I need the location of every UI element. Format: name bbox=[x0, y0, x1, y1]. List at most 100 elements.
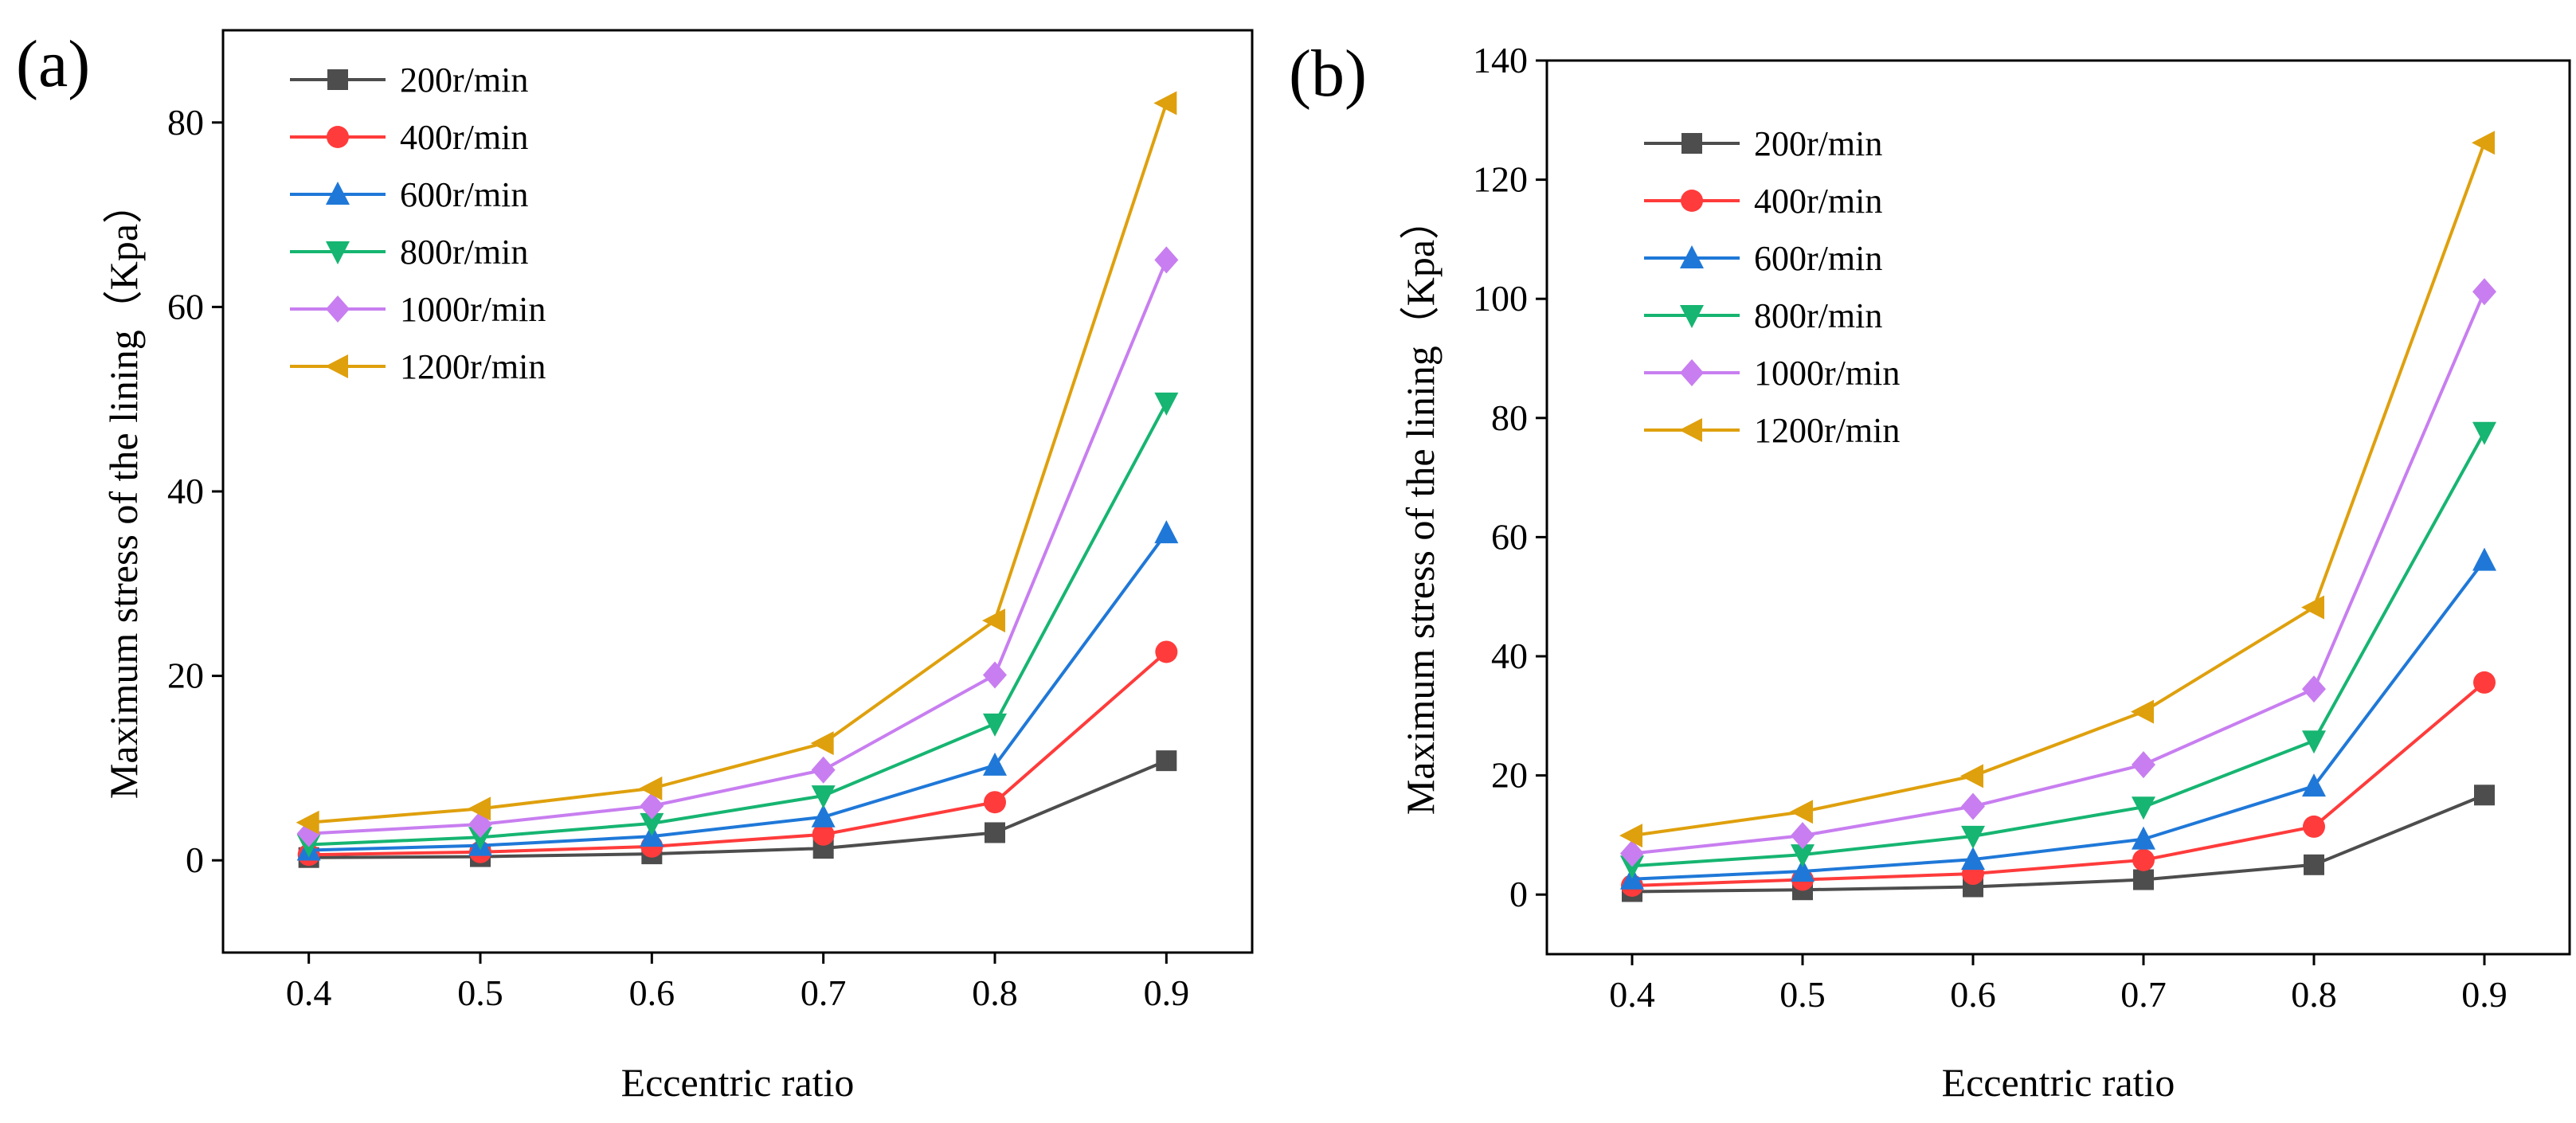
data-point bbox=[1961, 792, 1985, 820]
data-point bbox=[296, 810, 319, 835]
data-point bbox=[985, 822, 1005, 843]
legend-item: 200r/min bbox=[290, 61, 528, 100]
x-tick-label: 0.7 bbox=[801, 972, 847, 1013]
data-point bbox=[2474, 785, 2495, 806]
series-line bbox=[1631, 142, 2486, 838]
data-point bbox=[2301, 595, 2324, 620]
data-point bbox=[2303, 815, 2325, 838]
series-1000r-per-min bbox=[1620, 278, 2496, 867]
legend-label: 200r/min bbox=[1754, 124, 1882, 163]
y-tick-label: 60 bbox=[1491, 516, 1528, 557]
data-point bbox=[812, 823, 835, 846]
legend-label: 800r/min bbox=[1754, 296, 1882, 335]
data-point bbox=[2302, 773, 2326, 797]
x-tick-label: 0.6 bbox=[629, 972, 675, 1013]
legend-item: 600r/min bbox=[1644, 239, 1882, 278]
data-point bbox=[2132, 848, 2155, 871]
plot-frame bbox=[1545, 59, 2571, 956]
data-point bbox=[982, 608, 1005, 633]
legend-item: 1200r/min bbox=[1644, 411, 1900, 450]
legend-label: 400r/min bbox=[400, 118, 528, 157]
legend-marker bbox=[326, 182, 350, 205]
series-line bbox=[308, 759, 1168, 859]
x-tick-label: 0.7 bbox=[2120, 974, 2167, 1015]
legend-item: 800r/min bbox=[290, 233, 528, 272]
legend-item: 600r/min bbox=[290, 175, 528, 214]
x-tick-label: 0.5 bbox=[1779, 974, 1826, 1015]
y-tick-label: 40 bbox=[167, 471, 204, 511]
data-point bbox=[1155, 640, 1178, 663]
data-point bbox=[1961, 825, 1985, 849]
x-axis-title: Eccentric ratio bbox=[1942, 1060, 2175, 1105]
series-1200r-per-min bbox=[296, 91, 1177, 835]
data-point bbox=[1790, 800, 1813, 824]
legend-label: 600r/min bbox=[1754, 239, 1882, 278]
data-point bbox=[811, 804, 836, 828]
data-point bbox=[1620, 839, 1644, 867]
y-tick-label: 100 bbox=[1473, 278, 1528, 319]
data-point bbox=[2473, 671, 2496, 694]
series-line bbox=[308, 531, 1168, 852]
series-200r-per-min bbox=[1622, 785, 2495, 902]
data-point bbox=[2131, 699, 2154, 724]
legend: 200r/min 400r/min 600r/min 800r/min 1000r/mi… bbox=[290, 61, 546, 386]
data-point bbox=[468, 811, 492, 839]
data-point bbox=[640, 792, 664, 820]
series-line bbox=[1631, 681, 2486, 887]
legend-label: 800r/min bbox=[400, 233, 528, 272]
series-800r-per-min bbox=[1620, 421, 2496, 879]
legend-item: 1200r/min bbox=[290, 347, 546, 386]
legend-label: 1200r/min bbox=[1754, 411, 1900, 450]
data-point bbox=[2472, 131, 2495, 155]
data-point bbox=[2472, 421, 2496, 445]
data-point bbox=[468, 827, 492, 851]
data-point bbox=[810, 731, 834, 756]
data-point bbox=[2472, 547, 2496, 571]
series-600r-per-min bbox=[1620, 547, 2496, 890]
legend-label: 1000r/min bbox=[400, 290, 546, 329]
y-tick-label: 0 bbox=[186, 839, 204, 880]
data-point bbox=[2132, 796, 2155, 820]
legend-marker bbox=[1680, 305, 1704, 328]
data-point bbox=[1791, 859, 1815, 882]
legend-label: 400r/min bbox=[1754, 182, 1882, 221]
data-point bbox=[811, 785, 836, 809]
legend-marker bbox=[1680, 359, 1704, 386]
series-600r-per-min bbox=[296, 520, 1179, 861]
data-point bbox=[983, 752, 1007, 776]
data-point bbox=[984, 791, 1006, 814]
data-point bbox=[1156, 750, 1177, 772]
legend-marker bbox=[325, 354, 348, 378]
panel-label: (a) bbox=[16, 27, 90, 101]
x-tick-label: 0.8 bbox=[972, 972, 1018, 1013]
x-axis: 0.4 0.5 0.6 0.7 0.8 0.9 bbox=[1609, 954, 2507, 1015]
series-line bbox=[308, 401, 1169, 847]
x-tick-label: 0.4 bbox=[286, 972, 332, 1013]
y-tick-label: 140 bbox=[1473, 40, 1528, 80]
legend-item: 400r/min bbox=[1644, 182, 1882, 221]
data-point bbox=[1153, 91, 1177, 115]
legend-marker bbox=[1679, 418, 1702, 442]
y-tick-label: 40 bbox=[1491, 636, 1528, 676]
series-1000r-per-min bbox=[296, 246, 1179, 847]
legend-marker bbox=[327, 126, 349, 148]
y-tick-label: 80 bbox=[167, 102, 204, 143]
series-layer bbox=[296, 91, 1179, 868]
x-tick-label: 0.8 bbox=[2291, 974, 2337, 1015]
y-tick-label: 20 bbox=[1491, 755, 1528, 796]
data-point bbox=[2304, 854, 2324, 875]
plot-frame bbox=[221, 29, 1254, 954]
data-point bbox=[1154, 392, 1179, 416]
x-tick-label: 0.9 bbox=[2461, 974, 2507, 1015]
data-point bbox=[1960, 764, 1983, 788]
series-layer bbox=[1619, 131, 2496, 902]
y-tick-label: 120 bbox=[1473, 159, 1528, 200]
x-axis: 0.4 0.5 0.6 0.7 0.8 0.9 bbox=[286, 953, 1189, 1013]
data-point bbox=[1791, 844, 1815, 868]
legend: 200r/min 400r/min 600r/min 800r/min 1000r/mi… bbox=[1644, 124, 1900, 450]
legend-marker bbox=[326, 295, 350, 323]
series-line bbox=[1631, 559, 2486, 881]
data-point bbox=[639, 776, 663, 800]
legend-marker bbox=[1681, 133, 1702, 154]
